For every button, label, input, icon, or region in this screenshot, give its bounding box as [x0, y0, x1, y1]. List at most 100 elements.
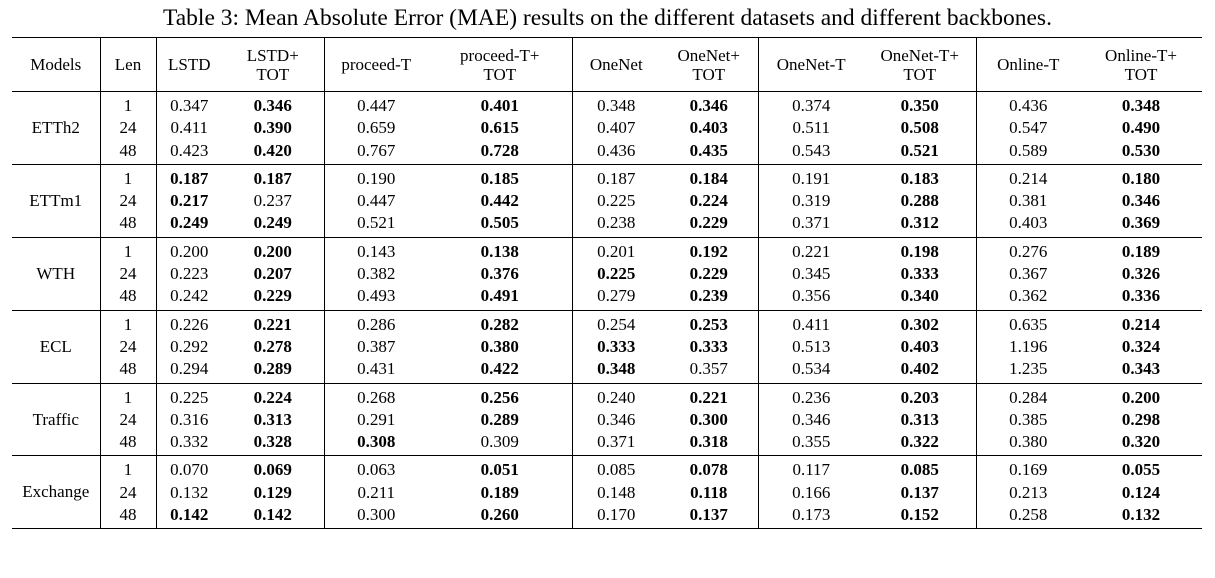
mae-value: 0.142	[253, 505, 292, 525]
column-header-online-t: Online-T	[976, 38, 1080, 92]
mae-cell-online-t-tot: 0.348 0.490 0.530	[1080, 92, 1202, 165]
mae-cell-online-t-tot: 0.055 0.124 0.132	[1080, 456, 1202, 529]
len-cell: 1 24 48	[100, 383, 157, 456]
mae-value: 0.382	[357, 264, 396, 284]
mae-value: 0.403	[900, 336, 939, 356]
len-value: 24	[119, 336, 137, 356]
mae-value: 0.615	[480, 118, 519, 138]
mae-value: 0.217	[170, 191, 209, 211]
mae-value: 0.371	[792, 213, 831, 233]
mae-cell-onenet-tot: 0.192 0.229 0.239	[660, 237, 759, 311]
mae-cell-lstd: 0.347 0.411 0.423	[156, 92, 222, 165]
mae-value: 0.224	[253, 387, 292, 407]
mae-cell-onenet-t-tot: 0.203 0.313 0.322	[864, 383, 977, 456]
dataset-group-traffic: Traffic 1 24 48 0.225 0.316 0.332 0.224 0.313 0.3…	[12, 383, 1202, 456]
mae-value: 0.211	[357, 482, 396, 502]
mae-value: 0.343	[1121, 359, 1161, 379]
mae-value: 0.078	[689, 460, 728, 480]
mae-value: 0.380	[480, 336, 519, 356]
len-value: 1	[123, 460, 133, 480]
mae-value: 0.381	[1009, 191, 1048, 211]
column-header-proceed-t: proceed-T	[324, 38, 428, 92]
mae-value: 0.346	[689, 96, 728, 115]
mae-cell-proceed-t: 0.268 0.291 0.308	[324, 383, 428, 456]
mae-value: 0.491	[480, 286, 519, 306]
mae-value: 0.347	[170, 96, 209, 115]
mae-value: 0.320	[1121, 432, 1161, 452]
mae-cell-onenet-tot: 0.253 0.333 0.357	[660, 310, 759, 384]
mae-value: 0.316	[170, 409, 209, 429]
mae-cell-lstd-tot: 0.069 0.129 0.142	[222, 455, 325, 529]
mae-value: 0.336	[1121, 286, 1161, 306]
table-row: Exchange 1 24 48 0.070 0.132 0.142 0.069 0.129 0.…	[12, 455, 1202, 529]
mae-value: 0.184	[689, 168, 728, 188]
mae-value: 0.187	[170, 168, 209, 188]
mae-value: 0.253	[689, 314, 728, 334]
column-header-line: OneNet-T	[776, 55, 846, 74]
mae-value: 0.332	[170, 432, 209, 452]
mae-value: 0.442	[480, 191, 519, 211]
len-value: 1	[123, 241, 133, 261]
mae-value: 0.292	[170, 336, 209, 356]
len-value: 24	[119, 409, 137, 429]
mae-value: 0.200	[1121, 387, 1161, 407]
mae-value: 0.403	[689, 118, 728, 138]
table-row: ECL 1 24 48 0.226 0.292 0.294 0.221 0.278 0.289 0.…	[12, 310, 1202, 384]
mae-value: 0.137	[689, 505, 728, 525]
mae-cell-online-t: 0.284 0.385 0.380	[976, 383, 1080, 456]
mae-cell-proceed-t-tot: 0.256 0.289 0.309	[428, 383, 573, 456]
len-value: 24	[119, 118, 137, 138]
mae-value: 0.240	[597, 387, 636, 407]
mae-value: 0.166	[792, 482, 831, 502]
len-value: 48	[119, 140, 137, 160]
mae-cell-onenet-tot: 0.221 0.300 0.318	[660, 383, 759, 456]
mae-cell-lstd-tot: 0.187 0.237 0.249	[222, 164, 325, 238]
mae-cell-lstd: 0.226 0.292 0.294	[156, 310, 222, 383]
mae-value: 0.345	[792, 264, 831, 284]
mae-value: 0.511	[792, 118, 831, 138]
dataset-group-wth: WTH 1 24 48 0.200 0.223 0.242 0.200 0.207 0.229 0.…	[12, 237, 1202, 311]
len-cell: 1 24 48	[100, 164, 157, 238]
mae-value: 0.214	[1009, 168, 1048, 188]
len-value: 1	[123, 387, 133, 407]
mae-cell-online-t-tot: 0.200 0.298 0.320	[1080, 383, 1202, 456]
mae-value: 0.401	[480, 96, 519, 115]
mae-value: 0.207	[253, 264, 292, 284]
mae-cell-onenet-t-tot: 0.350 0.508 0.521	[864, 91, 977, 165]
column-header-onenet-tot: OneNet+ TOT	[660, 37, 759, 92]
column-header-onenet-t-tot: OneNet-T+ TOT	[864, 37, 977, 92]
mae-cell-proceed-t-tot: 0.051 0.189 0.260	[428, 455, 573, 529]
dataset-name: WTH	[12, 237, 101, 311]
mae-value: 0.187	[597, 168, 636, 188]
mae-value: 0.371	[597, 432, 636, 452]
mae-cell-online-t: 0.635 1.196 1.235	[976, 310, 1080, 383]
mae-cell-lstd: 0.187 0.217 0.249	[156, 164, 222, 237]
mae-value: 0.326	[1121, 264, 1161, 284]
mae-value: 0.200	[253, 241, 292, 261]
mae-cell-onenet-tot: 0.078 0.118 0.137	[660, 455, 759, 529]
mae-value: 0.239	[689, 286, 728, 306]
column-header-lstd-tot: LSTD+ TOT	[222, 37, 325, 92]
mae-value: 0.148	[597, 482, 636, 502]
mae-value: 0.238	[597, 213, 636, 233]
column-header-line: Online-T	[997, 55, 1060, 74]
mae-value: 0.226	[170, 314, 209, 334]
mae-value: 0.333	[689, 336, 728, 356]
mae-value: 0.070	[170, 460, 209, 480]
dataset-group-ecl: ECL 1 24 48 0.226 0.292 0.294 0.221 0.278 0.289 0.…	[12, 310, 1202, 384]
mae-value: 0.191	[792, 168, 831, 188]
mae-value: 0.367	[1009, 264, 1048, 284]
column-header-line: TOT	[903, 64, 937, 84]
len-value: 1	[123, 168, 133, 188]
mae-cell-onenet-t: 0.236 0.346 0.355	[758, 383, 864, 456]
mae-value: 0.229	[253, 286, 292, 306]
mae-value: 0.324	[1121, 336, 1161, 356]
mae-value: 0.508	[900, 118, 939, 138]
mae-value: 0.236	[792, 387, 831, 407]
mae-value: 0.278	[253, 336, 292, 356]
column-header-line: Online-T+	[1105, 45, 1177, 65]
mae-cell-lstd: 0.225 0.316 0.332	[156, 383, 222, 456]
mae-cell-online-t-tot: 0.214 0.324 0.343	[1080, 310, 1202, 383]
mae-value: 0.313	[900, 409, 939, 429]
mae-value: 0.249	[253, 213, 292, 233]
